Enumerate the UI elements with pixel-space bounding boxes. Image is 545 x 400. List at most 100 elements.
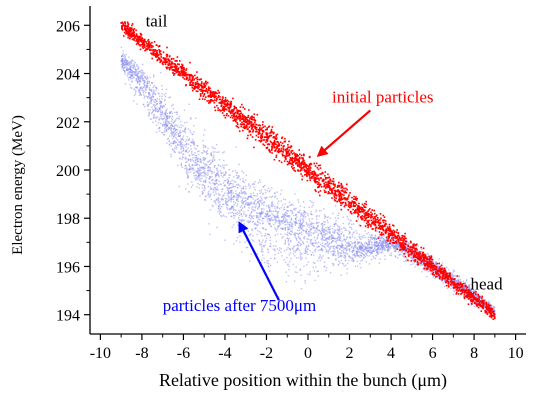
particle-point-after [474, 296, 477, 298]
particle-point-after [268, 206, 271, 208]
particle-point-after [191, 164, 193, 167]
particle-point-after [352, 257, 354, 260]
particle-point-after [287, 264, 289, 266]
particle-point-after [157, 122, 160, 124]
particle-point-after [265, 214, 268, 217]
particle-point-after [233, 243, 235, 245]
particle-point-after [291, 203, 293, 205]
particle-point-after [269, 209, 271, 211]
particle-point-after [369, 234, 371, 236]
particle-point-after [258, 218, 260, 220]
particle-point-after [320, 223, 322, 225]
particle-point-after [193, 169, 195, 171]
particle-point-after [330, 238, 332, 240]
particle-point-after [305, 250, 307, 252]
particle-point-after [262, 251, 264, 253]
particle-point-initial [290, 150, 292, 152]
particle-point-after [212, 191, 214, 193]
particle-point-after [141, 87, 144, 89]
particle-point-after [279, 222, 281, 224]
particle-point-after [184, 156, 187, 159]
particle-point-after [280, 207, 283, 209]
particle-point-after [170, 155, 172, 158]
particle-point-initial [203, 93, 206, 95]
particle-point-initial [151, 53, 154, 56]
particle-point-after [310, 240, 312, 242]
particle-point-after [322, 229, 325, 231]
particle-point-after [370, 251, 372, 253]
particle-point-after [256, 215, 258, 218]
particle-point-after [324, 233, 327, 235]
particle-point-after [129, 63, 131, 65]
particle-point-after [258, 239, 260, 241]
particle-point-after [223, 203, 225, 206]
particle-point-after [266, 213, 269, 215]
particle-point-after [254, 200, 256, 202]
particle-point-initial [337, 193, 340, 196]
particle-point-after [218, 180, 220, 182]
particle-point-after [363, 234, 365, 237]
particle-point-after [277, 207, 279, 209]
particle-point-after [341, 240, 344, 242]
particle-point-after [208, 160, 210, 163]
particle-point-after [333, 263, 335, 265]
particle-point-after [153, 92, 155, 95]
particle-point-after [254, 189, 256, 191]
particle-point-after [232, 196, 234, 198]
particle-point-after [354, 237, 356, 239]
particle-point-after [373, 249, 375, 251]
particle-point-after [170, 153, 172, 156]
particle-point-after [139, 90, 141, 92]
particle-point-after [127, 72, 129, 74]
particle-point-after [201, 191, 203, 193]
particle-point-after [299, 223, 301, 226]
particle-point-initial [270, 149, 273, 151]
particle-point-initial [387, 237, 390, 240]
particle-point-initial [345, 187, 347, 190]
particle-point-after [189, 166, 191, 168]
particle-point-after [181, 158, 183, 160]
particle-point-after [227, 189, 229, 191]
particle-point-after [437, 275, 439, 277]
particle-point-after [427, 270, 429, 273]
particle-point-after [171, 148, 174, 150]
particle-point-after [300, 239, 302, 242]
particle-point-after [154, 107, 156, 109]
particle-point-after [172, 125, 174, 127]
particle-point-after [340, 255, 342, 258]
particle-point-after [214, 201, 216, 204]
particle-point-after [293, 255, 296, 257]
particle-point-after [246, 220, 249, 222]
particle-point-after [284, 218, 287, 220]
particle-point-after [294, 221, 297, 223]
particle-point-after [213, 171, 215, 174]
particle-point-after [132, 66, 134, 69]
particle-point-after [396, 257, 399, 259]
particle-point-after [330, 241, 333, 243]
particle-point-after [255, 205, 257, 207]
particle-point-initial [265, 133, 268, 135]
particle-point-after [139, 93, 141, 95]
particle-point-after [199, 158, 201, 160]
particle-point-after [174, 130, 176, 132]
particle-point-after [233, 195, 235, 197]
particle-point-after [238, 193, 240, 195]
particle-point-after [325, 237, 327, 240]
particle-point-after [377, 250, 379, 253]
particle-point-initial [431, 258, 434, 261]
particle-point-after [274, 207, 276, 210]
particle-point-after [295, 219, 297, 221]
particle-point-after [286, 233, 288, 236]
particle-point-after [261, 217, 264, 220]
particle-point-after [178, 151, 180, 153]
particle-point-after [213, 156, 215, 158]
particle-point-after [203, 134, 205, 136]
particle-point-after [444, 272, 446, 275]
particle-point-after [298, 232, 301, 234]
particle-point-after [242, 191, 244, 194]
particle-point-after [265, 192, 267, 194]
particle-point-after [277, 215, 279, 217]
particle-point-after [441, 280, 443, 282]
particle-point-initial [375, 221, 377, 224]
particle-point-after [217, 207, 220, 209]
